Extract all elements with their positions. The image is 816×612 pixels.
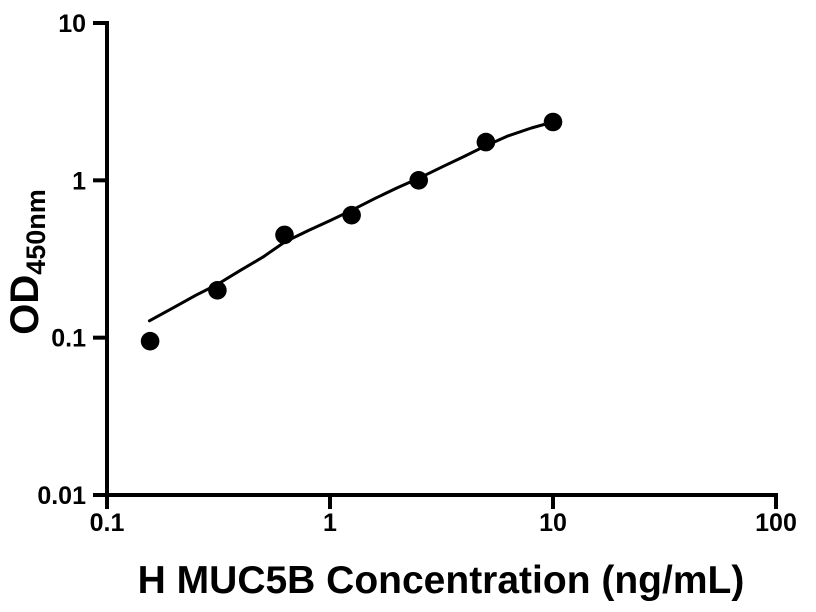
data-point [342,205,361,225]
axis-spine [105,21,778,497]
x-tick-label: 100 [755,509,797,537]
x-tick-label: 0.1 [90,509,125,537]
x-tick-label: 10 [539,509,567,537]
x-axis-title: H MUC5B Concentration (ng/mL) [138,559,745,602]
y-tick-label: 10 [58,10,86,38]
y-axis-title-main: OD [3,275,47,335]
y-tick-label: 0.1 [51,325,86,353]
y-axis-title-subscript: 450nm [21,189,51,275]
data-layer [140,112,563,351]
y-axis-title: OD450nm [3,189,51,335]
data-point [140,331,160,351]
y-tick-label: 1 [72,167,86,195]
x-tick-label: 1 [323,509,337,537]
fit-curve-line [147,120,555,323]
y-tick-label: 0.01 [37,482,86,510]
